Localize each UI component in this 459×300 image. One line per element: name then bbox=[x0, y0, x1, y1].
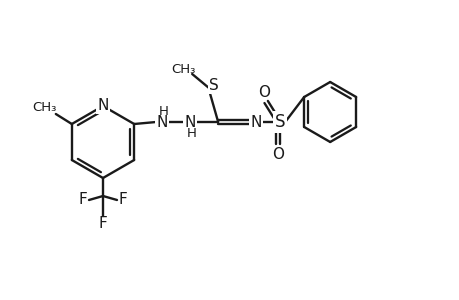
Text: S: S bbox=[209, 77, 218, 92]
Text: N: N bbox=[250, 115, 261, 130]
Text: CH₃: CH₃ bbox=[33, 100, 57, 113]
Text: H: H bbox=[159, 104, 169, 118]
Text: F: F bbox=[78, 193, 87, 208]
Text: F: F bbox=[118, 193, 127, 208]
Text: S: S bbox=[274, 113, 285, 131]
Text: N: N bbox=[156, 115, 168, 130]
Text: F: F bbox=[98, 217, 107, 232]
Text: O: O bbox=[257, 85, 269, 100]
Text: N: N bbox=[184, 115, 196, 130]
Text: H: H bbox=[187, 127, 197, 140]
Text: O: O bbox=[272, 146, 284, 161]
Text: N: N bbox=[97, 98, 108, 112]
Text: CH₃: CH₃ bbox=[171, 62, 195, 76]
